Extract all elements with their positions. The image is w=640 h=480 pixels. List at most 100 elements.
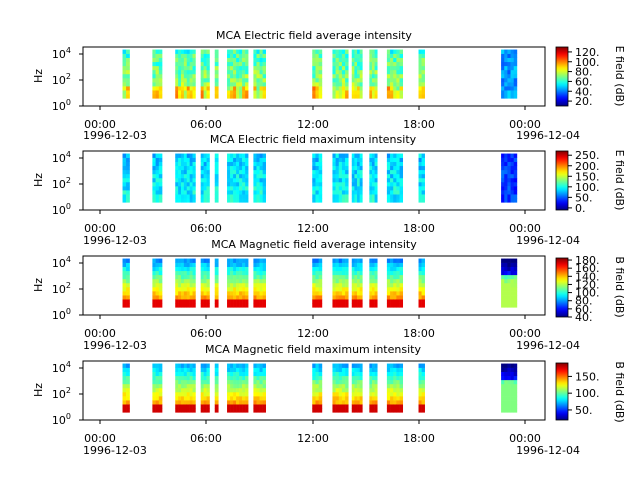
panel-4-cell bbox=[259, 387, 263, 393]
panel-4-cell bbox=[359, 379, 363, 385]
panel-4-cell bbox=[259, 391, 263, 397]
panel-3-cell bbox=[214, 286, 219, 292]
panel-2-cell bbox=[203, 177, 207, 183]
panel-4-cell bbox=[214, 375, 219, 381]
panel-2-cell bbox=[510, 165, 515, 171]
panel-2-cell bbox=[227, 153, 231, 158]
panel-1-cell bbox=[501, 49, 505, 54]
panel-3-cell bbox=[242, 270, 246, 276]
panel-2-cell bbox=[256, 198, 260, 203]
panel-4-cell bbox=[332, 383, 336, 389]
panel-2-cell bbox=[152, 173, 156, 179]
panel-3-cell bbox=[126, 258, 130, 263]
panel-3-cell bbox=[178, 303, 182, 308]
panel-1-cell bbox=[242, 61, 246, 67]
panel-3-cell bbox=[192, 282, 196, 288]
panel-3-cell bbox=[354, 291, 358, 296]
panel-1-cell bbox=[501, 77, 505, 83]
panel-2-cell bbox=[152, 186, 156, 191]
panel-1-cell bbox=[399, 49, 404, 54]
panel-4-cell bbox=[338, 363, 343, 368]
panel-3-cell bbox=[253, 286, 257, 292]
panel-3-xtick-4: 00:00 bbox=[509, 327, 541, 340]
panel-2-cell bbox=[259, 157, 263, 162]
panel-4-cell bbox=[122, 404, 127, 409]
panel-1-cell bbox=[262, 61, 266, 67]
panel-1-cell bbox=[230, 57, 234, 63]
panel-1-cell bbox=[236, 86, 240, 91]
panel-3-cell bbox=[242, 274, 246, 280]
panel-1-cell bbox=[239, 73, 243, 79]
panel-4-cell bbox=[175, 371, 179, 377]
panel-1-cell bbox=[504, 61, 508, 67]
panel-4-cell bbox=[233, 404, 237, 409]
panel-2-cell bbox=[158, 177, 163, 183]
panel-1-cell bbox=[357, 57, 360, 63]
panel-4-cell bbox=[335, 387, 340, 393]
panel-2-cell bbox=[233, 177, 237, 183]
panel-1-cell bbox=[242, 90, 246, 95]
panel-1-cell bbox=[189, 61, 193, 67]
panel-4-cell bbox=[259, 375, 263, 381]
panel-1-cell bbox=[245, 90, 249, 95]
panel-3-cell bbox=[158, 258, 163, 263]
panel-2-cell bbox=[262, 161, 266, 167]
panel-3-cell bbox=[507, 258, 511, 263]
panel-2-cell bbox=[390, 169, 394, 175]
panel-3-cell bbox=[203, 262, 207, 267]
panel-1-cell bbox=[242, 77, 246, 83]
panel-4-cell bbox=[510, 404, 515, 409]
panel-2-cell bbox=[203, 161, 207, 167]
panel-4-cell bbox=[256, 408, 260, 413]
panel-3-cell bbox=[396, 278, 400, 284]
panel-2-cell bbox=[351, 157, 355, 162]
panel-4-cell bbox=[399, 396, 404, 401]
panel-4-cell bbox=[354, 387, 358, 393]
panel-3-cell bbox=[369, 303, 373, 308]
panel-2-cell bbox=[318, 157, 323, 162]
panel-1-cell bbox=[501, 86, 505, 91]
panel-1-cell bbox=[206, 61, 210, 67]
panel-1-colorbar-label-4: 100. bbox=[575, 56, 600, 69]
panel-3-cell bbox=[155, 266, 160, 272]
panel-1-cell bbox=[345, 90, 349, 95]
panel-4-cell bbox=[189, 363, 193, 368]
panel-3-cell bbox=[262, 303, 266, 308]
panel-4-cell bbox=[318, 400, 323, 405]
panel-2-cell bbox=[180, 181, 185, 187]
panel-1-cell bbox=[206, 94, 210, 99]
panel-2-cell bbox=[186, 157, 190, 162]
panel-4-cell bbox=[236, 383, 240, 389]
panel-1-cell bbox=[418, 61, 422, 67]
panel-2-cell bbox=[386, 198, 391, 203]
panel-4-cell bbox=[359, 404, 363, 409]
panel-2-cell bbox=[374, 181, 378, 187]
panel-4-cell bbox=[513, 375, 518, 381]
panel-2-cell bbox=[227, 161, 231, 167]
panel-3-cell bbox=[357, 291, 360, 296]
panel-2-cell bbox=[513, 173, 518, 179]
panel-4-cell bbox=[256, 387, 260, 393]
panel-1-cell bbox=[175, 69, 179, 75]
panel-1-cell bbox=[374, 57, 378, 63]
panel-4-cell bbox=[386, 408, 391, 413]
panel-1-cell bbox=[158, 69, 163, 75]
panel-2-cell bbox=[393, 198, 397, 203]
panel-3-cell bbox=[393, 274, 397, 280]
panel-2-cell bbox=[200, 161, 204, 167]
panel-1-cell bbox=[230, 61, 234, 67]
panel-2-cell bbox=[253, 177, 257, 183]
panel-4-cell bbox=[399, 408, 404, 413]
panel-1-cell bbox=[186, 57, 190, 63]
panel-3-cell bbox=[253, 258, 257, 263]
panel-2-cell bbox=[253, 190, 257, 195]
panel-2-cell bbox=[183, 190, 188, 195]
panel-4-cell bbox=[341, 383, 346, 389]
panel-1-cell bbox=[122, 57, 127, 63]
panel-4-cell bbox=[396, 371, 400, 377]
panel-3-cell bbox=[510, 286, 515, 292]
panel-2-cell bbox=[338, 153, 343, 158]
panel-2-cell bbox=[359, 169, 363, 175]
panel-2-cell bbox=[122, 165, 127, 171]
panel-1-cell bbox=[513, 69, 518, 75]
